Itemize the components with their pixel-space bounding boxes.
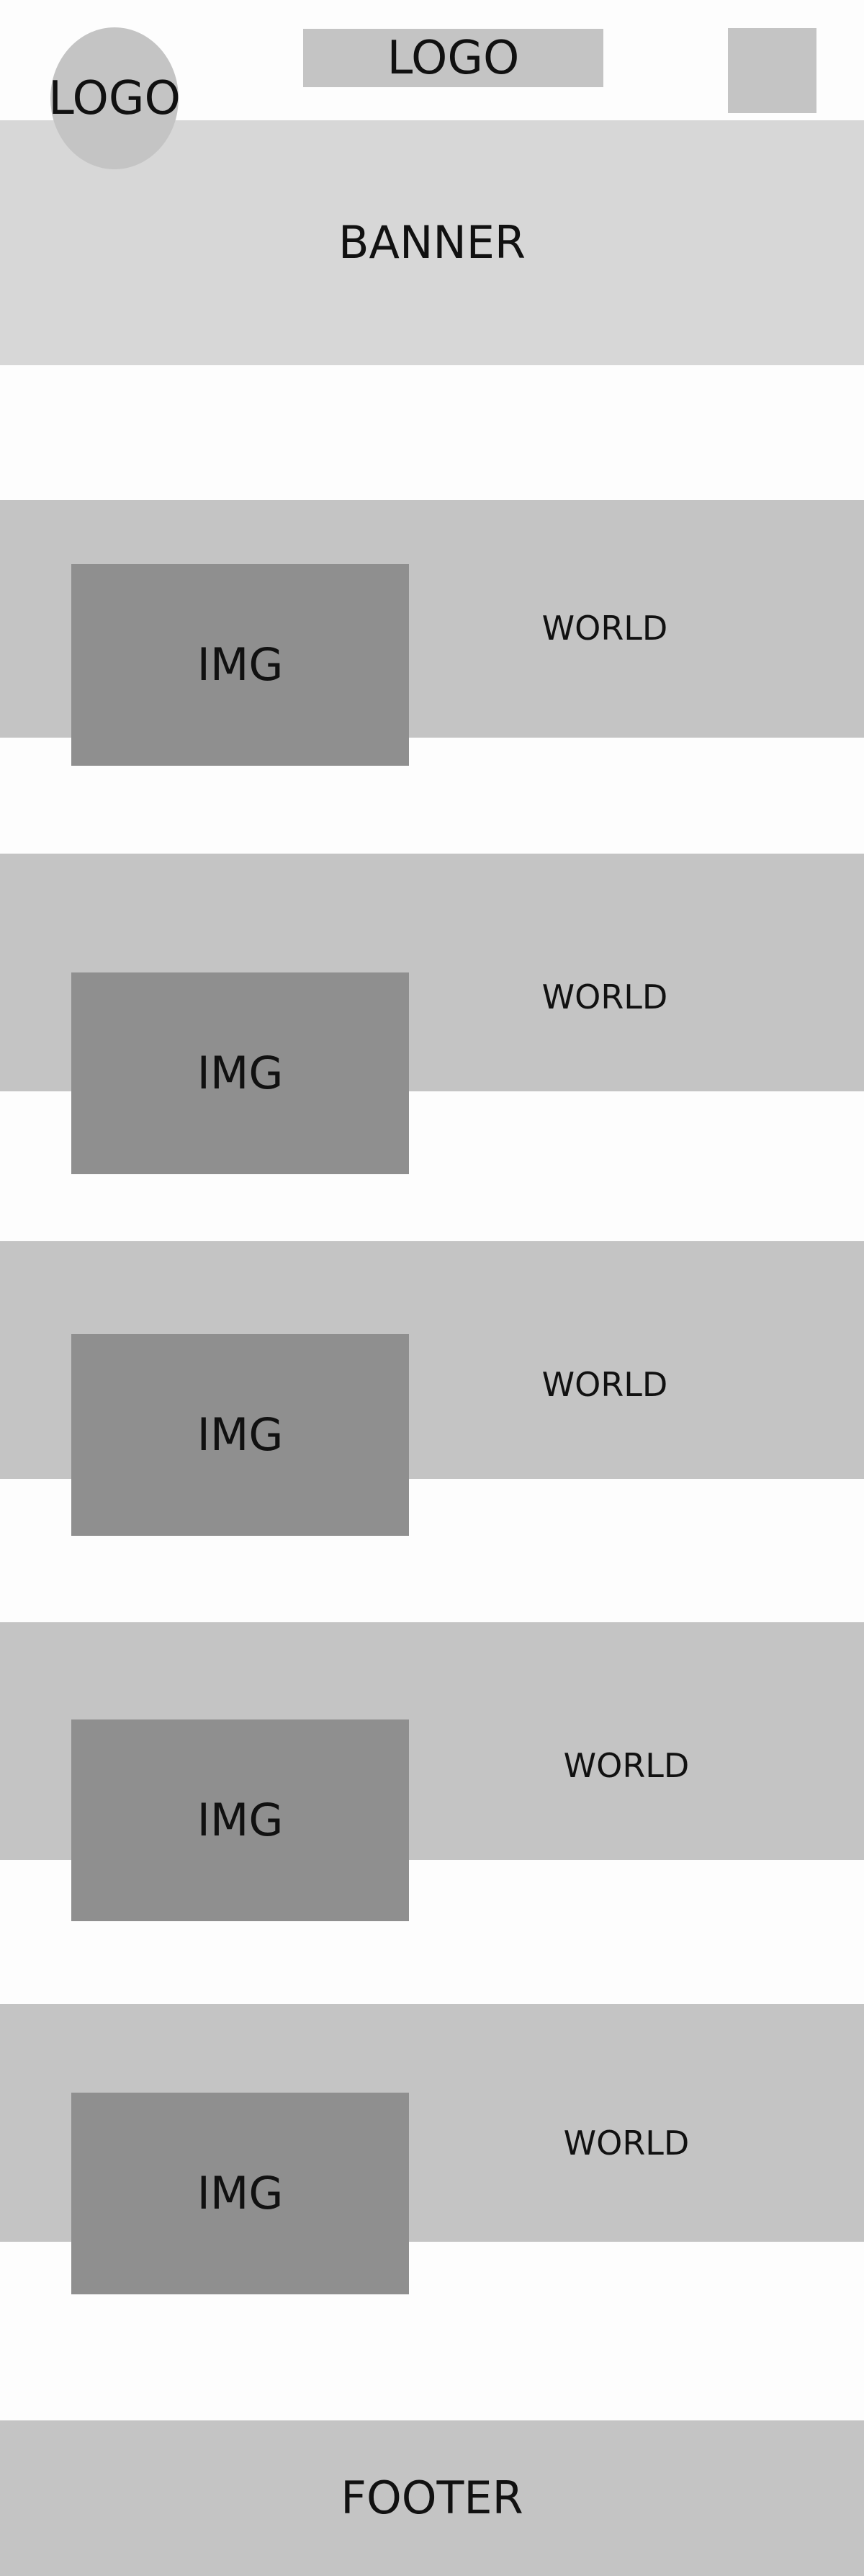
logo-rect[interactable]: LOGO <box>303 29 603 87</box>
image-placeholder-4: IMG <box>71 1719 409 1921</box>
image-placeholder-1: IMG <box>71 564 409 766</box>
world-text-4: WORLD <box>563 1746 690 1785</box>
footer: FOOTER <box>0 2420 864 2576</box>
world-text-2: WORLD <box>541 978 668 1016</box>
logo-circle-label: LOGO <box>48 71 181 125</box>
image-label-4: IMG <box>197 1794 284 1846</box>
world-text-5: WORLD <box>563 2124 690 2163</box>
image-label-5: IMG <box>197 2167 284 2219</box>
world-text-3: WORLD <box>541 1365 668 1404</box>
image-placeholder-3: IMG <box>71 1334 409 1536</box>
image-placeholder-5: IMG <box>71 2093 409 2294</box>
image-label-2: IMG <box>197 1047 284 1099</box>
logo-rect-label: LOGO <box>387 31 520 85</box>
image-label-1: IMG <box>197 638 284 691</box>
image-placeholder-2: IMG <box>71 972 409 1174</box>
logo-circle[interactable]: LOGO <box>48 27 181 169</box>
footer-label: FOOTER <box>341 2472 523 2524</box>
world-text-1: WORLD <box>541 609 668 648</box>
header-square-button[interactable] <box>728 28 816 113</box>
image-label-3: IMG <box>197 1408 284 1461</box>
banner-label: BANNER <box>338 216 526 269</box>
